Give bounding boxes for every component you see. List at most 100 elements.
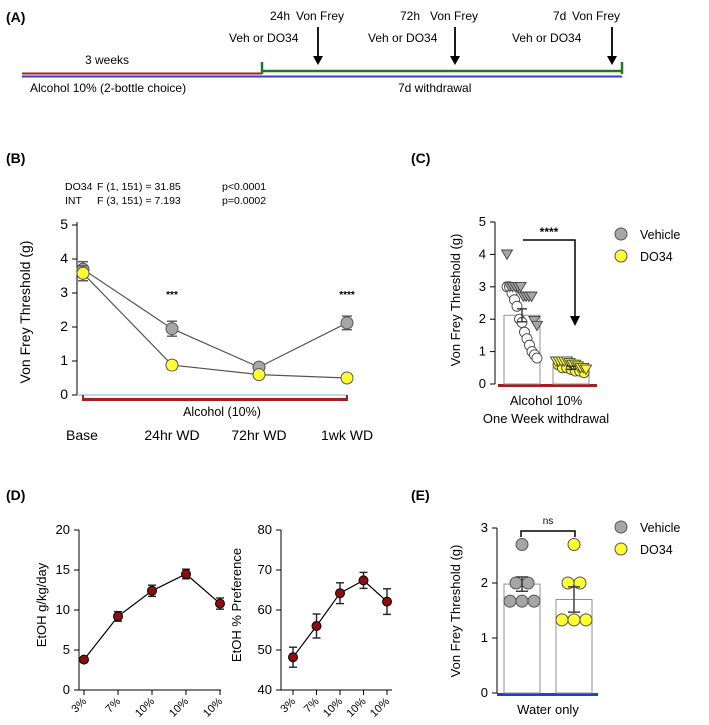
panel-b-point-vehicle xyxy=(340,316,354,330)
panel-b-y-tick-label: 3 xyxy=(60,284,68,300)
legend-vehicle-swatch xyxy=(614,227,628,241)
panel-d-label: (D) xyxy=(6,487,25,503)
panel-b-y-ticks: 0 1 2 3 4 5 xyxy=(60,216,77,402)
panel-b-point-do34 xyxy=(165,358,179,372)
panel-d2-x-category: 10% xyxy=(321,695,345,719)
panel-e-vehicle-point xyxy=(509,576,523,590)
panel-d1-x-category: 10% xyxy=(167,695,191,719)
panel-e-vehicle-point xyxy=(503,594,517,608)
panel-c-y-tick-label: 0 xyxy=(479,376,486,391)
stat-do34-f: F (1, 151) = 31.85 xyxy=(97,181,181,193)
panel-b: (B) DO34 F (1, 151) = 31.85 p<0.0001 INT… xyxy=(6,150,373,443)
panel-d1-y-tick-label: 20 xyxy=(56,522,70,537)
panel-d1-point xyxy=(113,611,123,622)
panel-d1-point xyxy=(215,598,225,609)
panel-b-y-tick-label: 0 xyxy=(60,386,68,402)
panel-d2-point xyxy=(311,621,322,631)
panel-d2-x-category: 3% xyxy=(278,695,298,715)
panel-c: (C) Von Frey Threshold (g) Alcohol 10% O… xyxy=(411,150,609,426)
legend-e-do34-label: DO34 xyxy=(640,543,673,557)
event-1-test: Von Frey xyxy=(296,9,344,23)
panel-c-y-tick-label: 2 xyxy=(479,311,486,326)
panel-d1-point xyxy=(181,569,191,579)
withdrawal-label: 7d withdrawal xyxy=(398,81,471,95)
panel-e-y-tick-label: 3 xyxy=(481,520,488,535)
panel-c-vehicle-circle-point xyxy=(511,300,523,312)
weeks-label: 3 weeks xyxy=(85,53,129,67)
panel-c-vehicle-triangle-point xyxy=(500,249,514,261)
panel-b-series-line-do34 xyxy=(82,272,348,379)
panel-d2-y-tick-label: 60 xyxy=(258,602,272,617)
panel-e-y-tick-label: 2 xyxy=(481,575,488,590)
panel-c-vehicle-triangle-point xyxy=(514,281,527,293)
event-2-time: 72h xyxy=(400,9,420,23)
panel-e-xlabel: Water only xyxy=(517,702,579,717)
panel-e-label: (E) xyxy=(411,487,430,503)
panel-d2-ylabel: EtOH % Preference xyxy=(229,548,244,662)
panel-d2-x-category: 10% xyxy=(368,695,392,719)
panel-b-significance-mark: **** xyxy=(339,290,355,301)
panel-c-xlabel-1: Alcohol 10% xyxy=(510,393,583,408)
panel-b-significance: *** **** xyxy=(166,290,355,301)
panel-e-sig-bracket xyxy=(520,530,576,537)
panel-b-point-do34 xyxy=(340,371,354,385)
panel-d2-point xyxy=(358,575,369,586)
panel-d2-point xyxy=(288,652,298,663)
panel-b-x-categories: Base 24hr WD 72hr WD 1wk WD xyxy=(66,427,373,443)
panel-e-do34-point xyxy=(579,613,593,627)
panel-b-y-tick-label: 1 xyxy=(60,352,68,368)
alcohol-label: Alcohol 10% (2-bottle choice) xyxy=(30,81,186,95)
panel-c-vehicle-triangle-point xyxy=(530,320,544,332)
event-3-treatment: Veh or DO34 xyxy=(512,31,582,45)
panel-d2-x-categories: 3% 7% 10% 10% 10% xyxy=(278,690,392,720)
legend-vehicle-label: Vehicle xyxy=(640,228,680,242)
event-3-arrowhead xyxy=(607,56,617,65)
panel-d2-y-tick-label: 80 xyxy=(258,522,272,537)
legend-e-do34-swatch xyxy=(614,542,628,556)
panel-d1-y-tick-label: 5 xyxy=(63,642,70,657)
panel-d1-series xyxy=(79,568,225,665)
panel-d2-series xyxy=(288,571,392,668)
legend-top: Vehicle DO34 xyxy=(614,227,680,264)
stat-do34-p: p<0.0001 xyxy=(222,181,266,193)
panel-b-alcohol-label: Alcohol (10%) xyxy=(183,405,261,419)
panel-e-vehicle-point xyxy=(527,594,541,608)
panel-c-vehicle-triangle-point xyxy=(525,291,538,303)
panel-c-xlabel-2: One Week withdrawal xyxy=(483,411,609,426)
panel-c-ylabel: Von Frey Threshold (g) xyxy=(448,234,463,367)
panel-e-points xyxy=(503,538,593,627)
panel-d2-y-tick-label: 70 xyxy=(258,562,272,577)
stat-int-factor: INT xyxy=(65,195,83,207)
panel-d1-x-category: 7% xyxy=(103,695,123,715)
panel-e-vehicle-point xyxy=(521,576,535,590)
panel-b-x-category: 72hr WD xyxy=(231,427,286,443)
panel-d2-y-ticks: 40 50 60 70 80 xyxy=(258,522,281,697)
panel-d2-y-tick-label: 40 xyxy=(258,682,272,697)
event-1-treatment: Veh or DO34 xyxy=(229,31,299,45)
panel-e-significance: ns xyxy=(543,516,554,527)
panel-e-y-ticks: 0 1 2 3 xyxy=(481,520,497,700)
panel-d1-x-categories: 3% 7% 10% 10% 10% xyxy=(69,690,225,720)
panel-b-label: (B) xyxy=(6,150,25,166)
panel-b-x-category: 1wk WD xyxy=(321,427,373,443)
panel-e: (E) Von Frey Threshold (g) Water only 0 1… xyxy=(411,487,680,717)
event-2-arrowhead xyxy=(450,56,460,65)
panel-c-sig-arrowhead xyxy=(570,316,580,326)
legend-do34-label: DO34 xyxy=(640,250,673,264)
panel-e-ylabel: Von Frey Threshold (g) xyxy=(448,545,463,678)
panel-c-label: (C) xyxy=(411,150,430,166)
panel-b-y-tick-label: 4 xyxy=(60,250,68,266)
panel-c-y-tick-label: 1 xyxy=(479,344,486,359)
panel-b-ylabel: Von Frey Threshold (g) xyxy=(17,241,33,384)
panel-d1-x-category: 10% xyxy=(133,695,157,719)
stat-do34-factor: DO34 xyxy=(65,181,93,193)
panel-d2-point xyxy=(382,596,392,607)
panel-e-do34-point xyxy=(567,613,581,627)
panel-e-vehicle-point xyxy=(515,594,529,608)
panel-c-do34-triangle-point xyxy=(579,364,593,376)
panel-d1-y-tick-label: 10 xyxy=(56,602,70,617)
event-2-test: Von Frey xyxy=(430,9,478,23)
panel-d1-point xyxy=(79,654,89,665)
legend-e-vehicle-swatch xyxy=(614,520,628,534)
panel-d1-x-category: 10% xyxy=(201,695,225,719)
